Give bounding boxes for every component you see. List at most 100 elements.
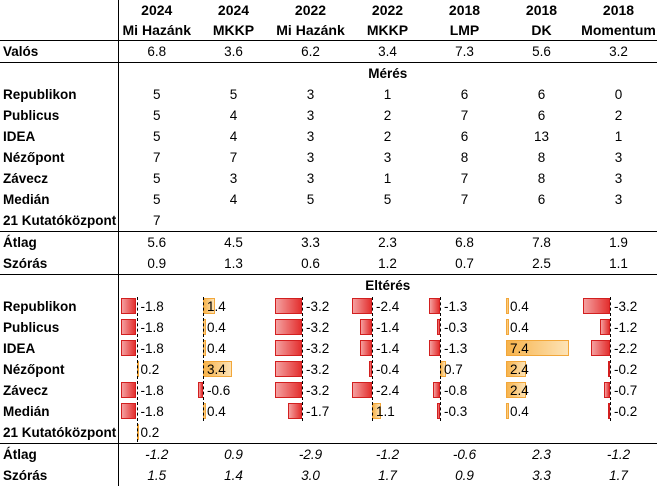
actual-value: 3.4 bbox=[349, 40, 426, 63]
data-bar-axis bbox=[440, 360, 441, 379]
deviation-value: -3.2 bbox=[306, 383, 330, 398]
data-bar-axis bbox=[203, 318, 204, 337]
data-bar-box: -1.4 bbox=[349, 338, 426, 359]
measure-std-value: 0.7 bbox=[426, 253, 503, 275]
measure-value: 6 bbox=[537, 108, 546, 123]
measure-mean-value: 5.6 bbox=[147, 235, 167, 250]
deviation-value: -3.2 bbox=[306, 320, 330, 335]
data-bar-box: -1.4 bbox=[349, 317, 426, 338]
measure-row: IDEA 5 4 3 2 6 13 1 bbox=[0, 126, 657, 147]
deviation-mean-value: -0.6 bbox=[452, 447, 477, 462]
data-bar-box: 0.2 bbox=[119, 359, 196, 380]
measure-value: 8 bbox=[460, 150, 469, 165]
deviation-value: 0.4 bbox=[207, 320, 226, 335]
header-year: 2022 bbox=[371, 2, 404, 18]
data-bar-axis bbox=[302, 360, 303, 379]
row-label: Publicus bbox=[0, 105, 119, 126]
deviation-cell: -0.6 bbox=[195, 380, 272, 401]
data-bar-box: -3.2 bbox=[272, 296, 349, 317]
actual-value: 7.3 bbox=[426, 40, 503, 63]
measure-value: 6 bbox=[537, 192, 546, 207]
deviation-value: 0.2 bbox=[140, 362, 160, 377]
deviation-cell: 7.4 bbox=[503, 338, 580, 359]
deviation-cell bbox=[426, 422, 503, 444]
measure-value: 2 bbox=[383, 129, 392, 144]
measure-row: Nézőpont 7 7 3 3 8 8 3 bbox=[0, 147, 657, 168]
measure-value: 0 bbox=[614, 87, 623, 102]
data-bar-box: 0.4 bbox=[503, 296, 580, 317]
measure-value: 5 bbox=[152, 108, 161, 123]
deviation-std-value: 1.5 bbox=[147, 468, 167, 483]
negative-data-bar bbox=[428, 298, 440, 314]
header-party: Momentum bbox=[580, 21, 657, 41]
deviation-cell: -1.3 bbox=[426, 296, 503, 317]
measure-mean-value: 3.3 bbox=[301, 235, 320, 250]
data-bar-axis bbox=[302, 381, 303, 400]
negative-data-bar bbox=[608, 361, 610, 377]
negative-data-bar bbox=[197, 382, 203, 398]
negative-data-bar bbox=[428, 340, 440, 356]
data-bar-axis bbox=[440, 297, 441, 316]
measure-value bbox=[195, 210, 272, 232]
measure-value: 3 bbox=[614, 150, 623, 165]
header-year: 2018 bbox=[448, 2, 481, 18]
data-bar-axis bbox=[372, 360, 373, 379]
data-bar-box: 0.7 bbox=[426, 359, 503, 380]
deviation-mean-value: -2.9 bbox=[298, 447, 323, 462]
deviation-cell: 0.2 bbox=[118, 422, 195, 444]
data-bar-axis bbox=[203, 297, 204, 316]
measure-row: Publicus 5 4 3 2 7 6 2 bbox=[0, 105, 657, 126]
positive-data-bar bbox=[506, 319, 510, 335]
measure-value: 3 bbox=[306, 171, 315, 186]
negative-data-bar bbox=[351, 298, 372, 314]
negative-data-bar bbox=[604, 382, 610, 398]
deviation-cell: 0.4 bbox=[195, 401, 272, 422]
data-bar-axis bbox=[136, 402, 138, 421]
deviation-value: -3.2 bbox=[306, 341, 330, 356]
deviation-value: -1.8 bbox=[140, 383, 164, 398]
header-corner bbox=[0, 21, 119, 41]
deviation-mean-value: 2.3 bbox=[532, 447, 551, 462]
negative-data-bar bbox=[608, 403, 610, 419]
data-bar-axis bbox=[203, 381, 204, 400]
measure-value bbox=[426, 210, 503, 232]
row-label: IDEA bbox=[0, 338, 119, 359]
data-bar-box: -0.2 bbox=[580, 401, 657, 422]
deviation-value: -1.8 bbox=[140, 320, 164, 335]
data-bar-box: -1.8 bbox=[119, 296, 196, 317]
actual-value: 5.6 bbox=[503, 40, 580, 63]
row-label: Medián bbox=[0, 189, 119, 210]
measure-value: 3 bbox=[306, 150, 315, 165]
deviation-cell bbox=[503, 422, 580, 444]
data-bar-box: 0.4 bbox=[503, 317, 580, 338]
deviation-std-value: 3.0 bbox=[301, 468, 320, 483]
data-bar-axis bbox=[440, 402, 441, 421]
measure-value: 7 bbox=[460, 108, 469, 123]
row-label: Závecz bbox=[0, 380, 119, 401]
header-party: DK bbox=[503, 21, 580, 41]
deviation-value: 2.4 bbox=[510, 362, 529, 377]
data-bar-box: -2.4 bbox=[349, 380, 426, 401]
data-bar-box: -3.2 bbox=[272, 359, 349, 380]
data-bar-axis bbox=[136, 381, 138, 400]
header-corner bbox=[0, 0, 119, 21]
data-bar-box: 1.1 bbox=[349, 401, 426, 422]
row-label: Nézőpont bbox=[0, 147, 119, 168]
section-title: Mérés bbox=[368, 66, 408, 81]
deviation-row: Republikon -1.8 1.4 -3.2 -2.4 -1.3 0.4 -3.2 bbox=[0, 296, 657, 317]
negative-data-bar bbox=[360, 340, 372, 356]
deviation-cell: 1.4 bbox=[195, 296, 272, 317]
positive-data-bar bbox=[506, 361, 527, 377]
data-bar-box: 0.2 bbox=[119, 422, 196, 443]
measure-std-value: 1.2 bbox=[349, 253, 426, 275]
row-label: 21 Kutatóközpont bbox=[0, 210, 119, 232]
deviation-value: -1.7 bbox=[306, 404, 330, 419]
actual-value: 3.6 bbox=[195, 40, 272, 63]
deviation-value: -0.4 bbox=[376, 362, 400, 377]
data-bar-box: -1.8 bbox=[119, 380, 196, 401]
deviation-cell: 0.4 bbox=[503, 401, 580, 422]
header-year-row: 2024 2024 2022 2022 2018 2018 2018 bbox=[0, 0, 657, 21]
data-bar-box: -1.3 bbox=[426, 296, 503, 317]
data-bar-axis bbox=[136, 423, 138, 442]
